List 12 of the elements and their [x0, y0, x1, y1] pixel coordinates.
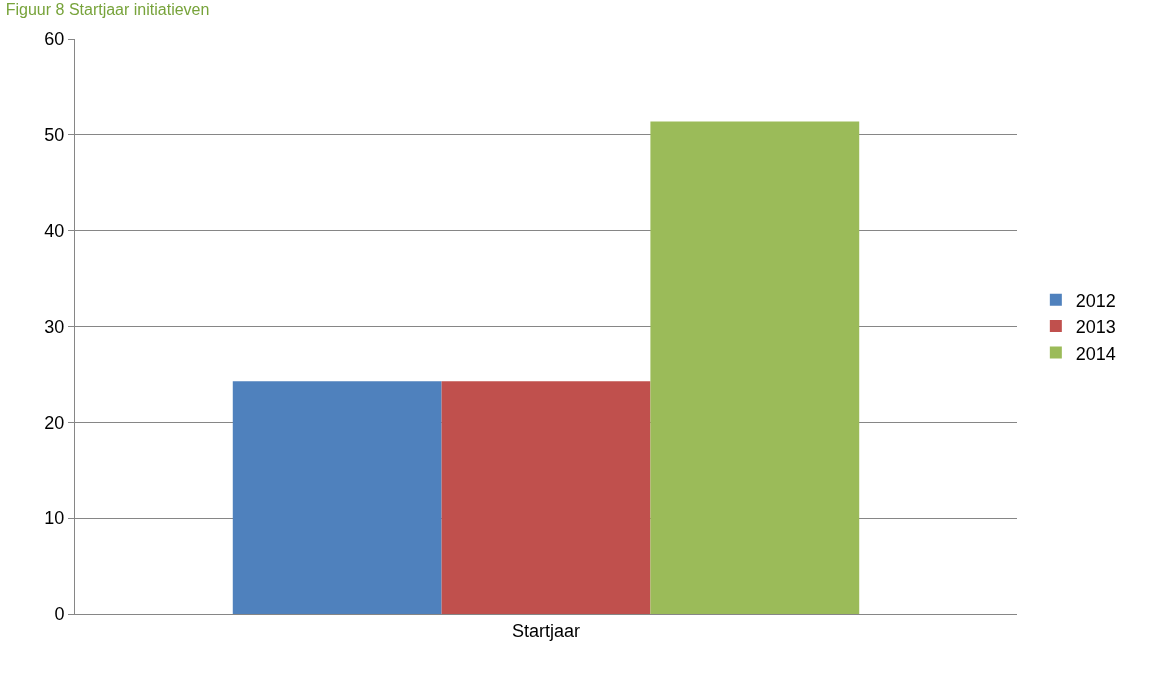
legend-label: 2013: [1075, 317, 1116, 338]
y-tick-label: 30: [44, 316, 65, 337]
legend-label: 2012: [1075, 290, 1116, 311]
y-tick-label: 60: [44, 29, 65, 50]
y-tick-label: 40: [44, 220, 65, 241]
y-tick-label: 10: [44, 508, 65, 529]
legend-label: 2014: [1075, 343, 1116, 364]
y-tick-label: 50: [44, 125, 65, 146]
chart-title: Figuur 8 Startjaar initiatieven: [5, 0, 210, 18]
x-tick-label: Startjaar: [511, 620, 581, 641]
y-tick-label: 0: [54, 604, 65, 625]
y-tick-label: 20: [44, 412, 65, 433]
